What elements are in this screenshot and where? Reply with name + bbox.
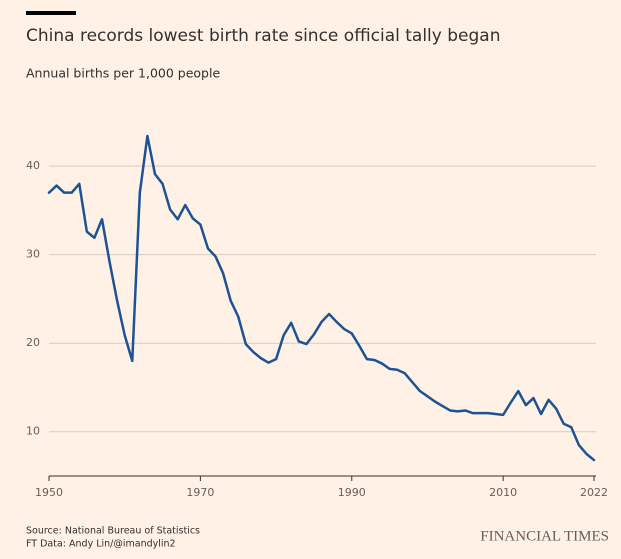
y-tick-label: 10 (26, 425, 40, 438)
y-tick-label: 40 (26, 159, 40, 172)
x-tick-label: 2022 (580, 486, 608, 499)
line (47, 134, 596, 462)
x-tick-label: 1970 (186, 486, 214, 499)
accent-bar (26, 11, 76, 15)
x-tick-label: 1990 (338, 486, 366, 499)
source: Source: National Bureau of Statistics (26, 526, 200, 537)
y-tick-label: 30 (26, 248, 40, 261)
y-tick-label: 20 (26, 336, 40, 349)
chart-title: China records lowest birth rate since of… (26, 26, 500, 46)
brand: FINANCIAL TIMES (480, 528, 609, 544)
credit: FT Data: Andy Lin/@imandylin2 (26, 539, 176, 550)
chart-subtitle: Annual births per 1,000 people (26, 66, 220, 81)
x-tick-label: 2010 (489, 486, 517, 499)
x-tick-label: 1950 (35, 486, 63, 499)
